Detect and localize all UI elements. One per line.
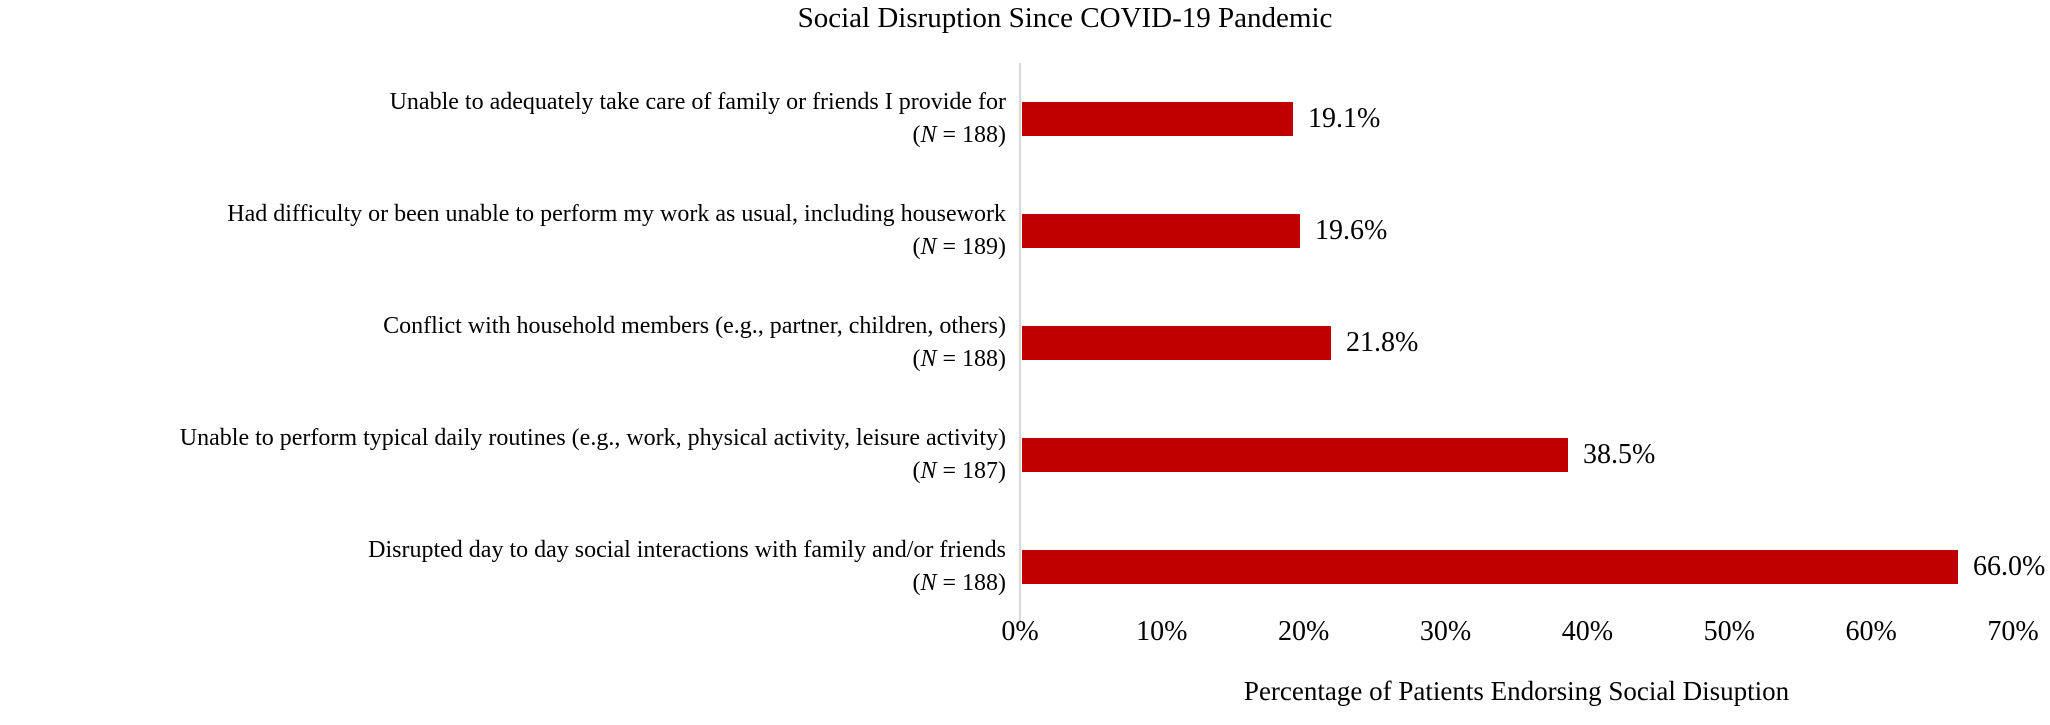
value-label: 38.5% <box>1583 439 1656 470</box>
x-tick-label: 40% <box>1561 616 1614 647</box>
bar-row: Disrupted day to day social interactions… <box>0 511 2050 623</box>
bar-row: Had difficulty or been unable to perform… <box>0 175 2050 287</box>
x-tick-label: 10% <box>1136 616 1188 647</box>
bar-row: Conflict with household members (e.g., p… <box>0 287 2050 399</box>
bar-row: Unable to adequately take care of family… <box>0 63 2050 175</box>
category-label: Disrupted day to day social interactions… <box>0 511 1019 623</box>
category-text: Conflict with household members (e.g., p… <box>383 313 1006 339</box>
category-n-count: (N = 187) <box>912 458 1006 484</box>
bar-cell: 19.1% <box>1019 63 2050 175</box>
category-label: Unable to adequately take care of family… <box>0 63 1019 175</box>
category-text: Unable to perform typical daily routines… <box>179 425 1006 451</box>
x-tick-label: 0% <box>1001 616 1039 647</box>
bar <box>1022 326 1331 360</box>
x-tick-label: 70% <box>1987 616 2039 647</box>
value-label: 19.1% <box>1308 103 1381 134</box>
x-tick-label: 20% <box>1278 616 1330 647</box>
value-label: 19.6% <box>1315 215 1388 246</box>
bar <box>1022 214 1300 248</box>
value-label: 66.0% <box>1973 551 2046 582</box>
x-tick-label: 50% <box>1703 616 1755 647</box>
bar <box>1022 102 1293 136</box>
category-n-count: (N = 188) <box>912 570 1006 596</box>
value-label: 21.8% <box>1346 327 1419 358</box>
bar-row: Unable to perform typical daily routines… <box>0 399 2050 511</box>
bar <box>1022 438 1568 472</box>
y-axis-line <box>1019 63 1021 623</box>
chart-title: Social Disruption Since COVID-19 Pandemi… <box>797 2 1333 34</box>
bar-cell: 21.8% <box>1019 287 2050 399</box>
x-tick-label: 60% <box>1845 616 1897 647</box>
bar-rows: Unable to adequately take care of family… <box>0 63 2050 623</box>
bar-cell: 19.6% <box>1019 175 2050 287</box>
category-text: Unable to adequately take care of family… <box>389 89 1006 115</box>
category-label: Had difficulty or been unable to perform… <box>0 175 1019 287</box>
x-axis-title: Percentage of Patients Endorsing Social … <box>1243 676 1790 706</box>
category-n-count: (N = 188) <box>912 346 1006 372</box>
x-tick-label: 30% <box>1419 616 1472 647</box>
category-text: Had difficulty or been unable to perform… <box>227 201 1006 227</box>
category-label: Conflict with household members (e.g., p… <box>0 287 1019 399</box>
x-axis: 0% 10% 20% 30% 40% 50% 60% 70% <box>1001 616 2038 652</box>
bar-cell: 66.0% <box>1019 511 2050 623</box>
bar <box>1022 550 1958 584</box>
category-n-count: (N = 189) <box>912 234 1006 260</box>
bar-cell: 38.5% <box>1019 399 2050 511</box>
category-label: Unable to perform typical daily routines… <box>0 399 1019 511</box>
category-n-count: (N = 188) <box>912 122 1006 148</box>
category-text: Disrupted day to day social interactions… <box>368 537 1006 563</box>
